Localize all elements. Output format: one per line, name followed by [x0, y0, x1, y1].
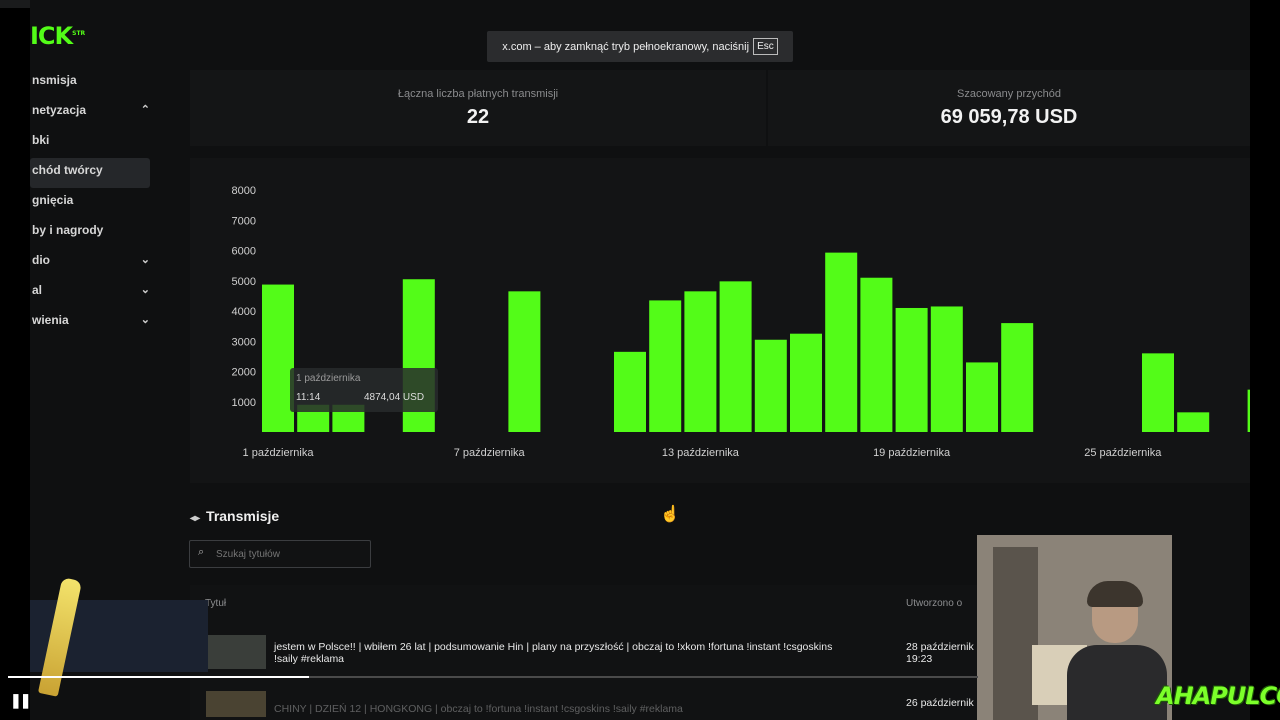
streams-icon: ◂▸ — [190, 513, 201, 524]
chart-bar[interactable] — [966, 362, 998, 432]
chart-bar[interactable] — [508, 291, 541, 432]
stats-row: Łączna liczba płatnych transmisji 22 Sza… — [190, 70, 1250, 146]
sidebar-item-label: nsmisja — [32, 73, 77, 87]
stream-thumbnail — [206, 635, 266, 669]
sidebar-item[interactable]: nsmisja — [30, 68, 160, 98]
y-tick-label: 8000 — [232, 185, 256, 197]
chart-bar[interactable] — [860, 277, 893, 432]
x-tick-label: 1 października — [243, 447, 315, 459]
stream-title[interactable]: CHINY | DZIEŃ 12 | HONGKONG | obczaj to … — [274, 703, 683, 715]
revenue-value: 69 059,78 USD — [940, 106, 1078, 128]
search-titles-field[interactable]: ⌕ — [189, 540, 371, 568]
chevron-down-icon[interactable]: ⌄ — [140, 254, 150, 266]
sidebar-item-label: bki — [32, 133, 50, 147]
sidebar-item-label: wienia — [32, 313, 69, 327]
sidebar-item-label: netyzacja — [32, 103, 87, 117]
sidebar-item-label: by i nagrody — [32, 223, 104, 237]
chart-bar[interactable] — [825, 252, 858, 432]
sidebar-item[interactable]: al ⌄ — [30, 278, 160, 308]
sidebar-item-label: al — [32, 283, 43, 297]
revenue-card: Szacowany przychód 69 059,78 USD — [768, 70, 1250, 146]
revenue-chart: 1000 2000 3000 4000 5000 6000 7000 8000 1 paździ… — [190, 158, 1250, 483]
paid-streams-label: Łączna liczba płatnych transmisji — [397, 88, 559, 100]
chart-bar[interactable] — [790, 333, 822, 432]
sidebar: nsmisja netyzacja ⌃ bki chód twórcy gnięcia by… — [30, 68, 160, 338]
streamer-brand-logo: AHAPULCO — [1156, 682, 1280, 710]
y-tick-label: 7000 — [232, 215, 256, 227]
revenue-label: Szacowany przychód — [957, 88, 1061, 100]
fullscreen-notice: x.com – aby zamknąć tryb pełnoekranowy, … — [487, 31, 793, 62]
video-progress-bar[interactable] — [8, 676, 978, 678]
esc-key-badge: Esc — [753, 38, 778, 55]
x-tick-label: 7 października — [454, 447, 526, 459]
sidebar-item[interactable]: wienia ⌄ — [30, 308, 160, 338]
y-tick-label: 3000 — [232, 336, 256, 348]
y-tick-label: 5000 — [232, 276, 256, 288]
chart-bar[interactable] — [614, 351, 646, 432]
chart-bar[interactable] — [1142, 353, 1174, 432]
sidebar-item[interactable]: chód twórcy — [30, 158, 150, 188]
x-tick-label: 19 października — [873, 447, 951, 459]
screen-edge — [1250, 0, 1280, 535]
x-tick-label: 25 października — [1084, 447, 1162, 459]
stream-date: 28 październik — [906, 641, 974, 653]
column-header-title[interactable]: Tytuł — [205, 598, 227, 609]
sidebar-item[interactable]: dio ⌄ — [30, 248, 160, 278]
chart-bar[interactable] — [754, 339, 787, 432]
webcam-feed — [977, 535, 1172, 720]
chart-bar[interactable] — [649, 300, 682, 432]
search-icon: ⌕ — [198, 546, 205, 558]
sidebar-item[interactable]: netyzacja ⌃ — [30, 98, 160, 128]
hand-cursor-icon: ☝ — [660, 506, 680, 523]
stream-date: 26 październik — [906, 697, 974, 709]
sidebar-item-label: gnięcia — [32, 193, 74, 207]
chart-bar[interactable] — [895, 307, 928, 432]
sidebar-item[interactable]: bki — [30, 128, 160, 158]
chart-tooltip: 1 października 11:14 4874,04 USD — [290, 368, 438, 412]
y-tick-label: 1000 — [232, 397, 256, 409]
streams-section-title: ◂▸ Transmisje — [190, 508, 280, 524]
table-row[interactable]: CHINY | DZIEŃ 12 | HONGKONG | obczaj to … — [190, 689, 990, 719]
chart-bar[interactable] — [930, 306, 963, 432]
chevron-down-icon[interactable]: ⌄ — [140, 284, 150, 296]
chevron-down-icon[interactable]: ⌄ — [140, 314, 150, 326]
chart-bar[interactable] — [719, 281, 752, 432]
revenue-chart-svg: 1000 2000 3000 4000 5000 6000 7000 8000 1 paździ… — [232, 185, 1250, 459]
video-progress-fill — [8, 676, 309, 678]
chart-bar[interactable] — [262, 284, 294, 432]
x-tick-label: 13 października — [662, 447, 740, 459]
stream-thumbnail — [206, 691, 266, 717]
sidebar-item-label: chód twórcy — [32, 163, 103, 177]
column-header-created[interactable]: Utworzono o — [906, 598, 963, 609]
kick-logo[interactable]: ICKSTR — [30, 22, 86, 50]
tooltip-date: 1 października — [296, 373, 361, 384]
chart-bar[interactable] — [1177, 412, 1210, 432]
sidebar-item[interactable]: by i nagrody — [30, 218, 160, 248]
sidebar-item-label: dio — [32, 253, 50, 267]
table-row[interactable]: jestem w Polsce!! | wbiłem 26 lat | pods… — [190, 635, 990, 671]
tooltip-value: 4874,04 USD — [364, 392, 425, 403]
stream-title[interactable]: jestem w Polsce!! | wbiłem 26 lat | pods… — [274, 641, 833, 665]
tooltip-time: 11:14 — [296, 392, 321, 403]
chevron-up-icon[interactable]: ⌃ — [140, 104, 150, 116]
fullscreen-notice-text: x.com – aby zamknąć tryb pełnoekranowy, … — [502, 40, 750, 53]
paid-streams-card: Łączna liczba płatnych transmisji 22 — [190, 70, 766, 146]
search-input[interactable] — [214, 544, 368, 564]
chart-bar[interactable] — [1001, 323, 1034, 432]
stream-time: 19:23 — [906, 653, 933, 665]
y-tick-label: 6000 — [232, 246, 256, 258]
chart-bar[interactable] — [1247, 389, 1250, 432]
paid-streams-value: 22 — [466, 106, 490, 128]
chart-bar[interactable] — [684, 291, 717, 432]
y-tick-label: 2000 — [232, 367, 256, 379]
streams-table: Tytuł Utworzono o jestem w Polsce!! | wb… — [190, 585, 990, 720]
sidebar-item[interactable]: gnięcia — [30, 188, 160, 218]
y-tick-label: 4000 — [232, 306, 256, 318]
pause-icon[interactable]: ❚❚ — [10, 692, 32, 708]
